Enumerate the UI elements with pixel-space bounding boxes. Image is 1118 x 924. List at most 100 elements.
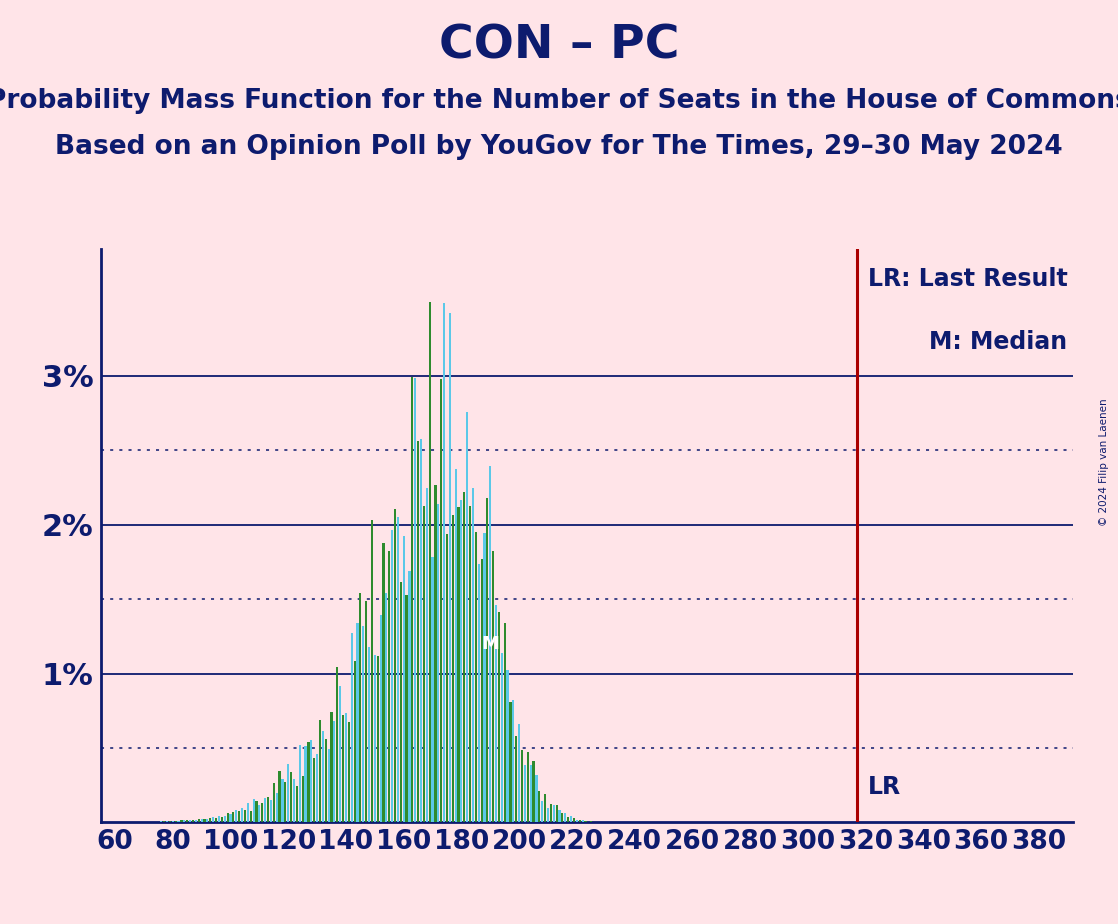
Bar (304, 747, 306, 822)
Bar (455, 469, 457, 822)
Bar (212, 818, 215, 822)
Bar (249, 810, 252, 822)
Bar (443, 303, 445, 822)
Bar (524, 765, 525, 822)
Bar (536, 775, 538, 822)
Bar (186, 821, 188, 822)
Bar (299, 745, 301, 822)
Bar (313, 759, 315, 822)
Bar (544, 794, 547, 822)
Bar (198, 819, 200, 822)
Bar (498, 612, 500, 822)
Bar (359, 593, 361, 822)
Bar (377, 656, 379, 822)
Bar (397, 517, 399, 822)
Bar (495, 605, 498, 822)
Bar (576, 820, 578, 822)
Bar (440, 379, 443, 822)
Bar (344, 713, 347, 822)
Bar (195, 820, 197, 822)
Text: M: Median: M: Median (929, 330, 1068, 354)
Bar (428, 301, 430, 822)
Bar (331, 711, 332, 822)
Bar (408, 571, 410, 822)
Bar (402, 536, 405, 822)
Text: M: M (482, 636, 500, 653)
Bar (501, 653, 503, 822)
Bar (262, 803, 264, 822)
Bar (579, 820, 581, 822)
Bar (351, 633, 353, 822)
Bar (538, 791, 540, 822)
Bar (388, 551, 390, 822)
Bar (468, 506, 471, 822)
Text: Based on an Opinion Poll by YouGov for The Times, 29–30 May 2024: Based on an Opinion Poll by YouGov for T… (55, 134, 1063, 160)
Bar (512, 700, 514, 822)
Bar (452, 516, 454, 822)
Bar (530, 765, 532, 822)
Bar (290, 772, 292, 822)
Bar (371, 520, 373, 822)
Bar (160, 821, 162, 822)
Text: © 2024 Filip van Laenen: © 2024 Filip van Laenen (1099, 398, 1109, 526)
Bar (302, 775, 304, 822)
Bar (565, 813, 567, 822)
Bar (322, 731, 324, 822)
Bar (481, 559, 483, 822)
Bar (382, 542, 385, 822)
Bar (337, 667, 339, 822)
Bar (567, 817, 569, 822)
Bar (333, 721, 335, 822)
Bar (169, 821, 171, 822)
Bar (276, 794, 277, 822)
Bar (556, 805, 558, 822)
Bar (215, 818, 217, 822)
Bar (426, 488, 428, 822)
Bar (192, 820, 195, 822)
Bar (414, 378, 416, 822)
Bar (475, 532, 477, 822)
Bar (457, 506, 459, 822)
Bar (339, 687, 341, 822)
Bar (324, 738, 326, 822)
Bar (227, 813, 229, 822)
Bar (490, 467, 491, 822)
Bar (561, 813, 563, 822)
Bar (559, 810, 560, 822)
Bar (218, 816, 220, 822)
Bar (310, 740, 312, 822)
Bar (233, 812, 235, 822)
Bar (273, 783, 275, 822)
Bar (590, 821, 593, 822)
Bar (406, 595, 408, 822)
Bar (247, 804, 249, 822)
Bar (258, 805, 260, 822)
Bar (224, 816, 226, 822)
Bar (319, 720, 321, 822)
Bar (255, 801, 257, 822)
Bar (394, 509, 396, 822)
Bar (348, 722, 350, 822)
Bar (229, 814, 231, 822)
Bar (521, 750, 523, 822)
Bar (172, 821, 174, 822)
Bar (492, 552, 494, 822)
Bar (284, 782, 286, 822)
Bar (235, 810, 237, 822)
Bar (178, 821, 180, 822)
Bar (264, 798, 266, 822)
Bar (472, 488, 474, 822)
Bar (463, 492, 465, 822)
Bar (461, 500, 463, 822)
Bar (220, 817, 222, 822)
Bar (581, 821, 584, 822)
Bar (448, 313, 451, 822)
Bar (585, 821, 587, 822)
Bar (209, 819, 211, 822)
Bar (183, 821, 186, 822)
Bar (163, 821, 165, 822)
Bar (203, 819, 206, 822)
Bar (503, 623, 505, 822)
Bar (293, 779, 295, 822)
Bar (552, 805, 555, 822)
